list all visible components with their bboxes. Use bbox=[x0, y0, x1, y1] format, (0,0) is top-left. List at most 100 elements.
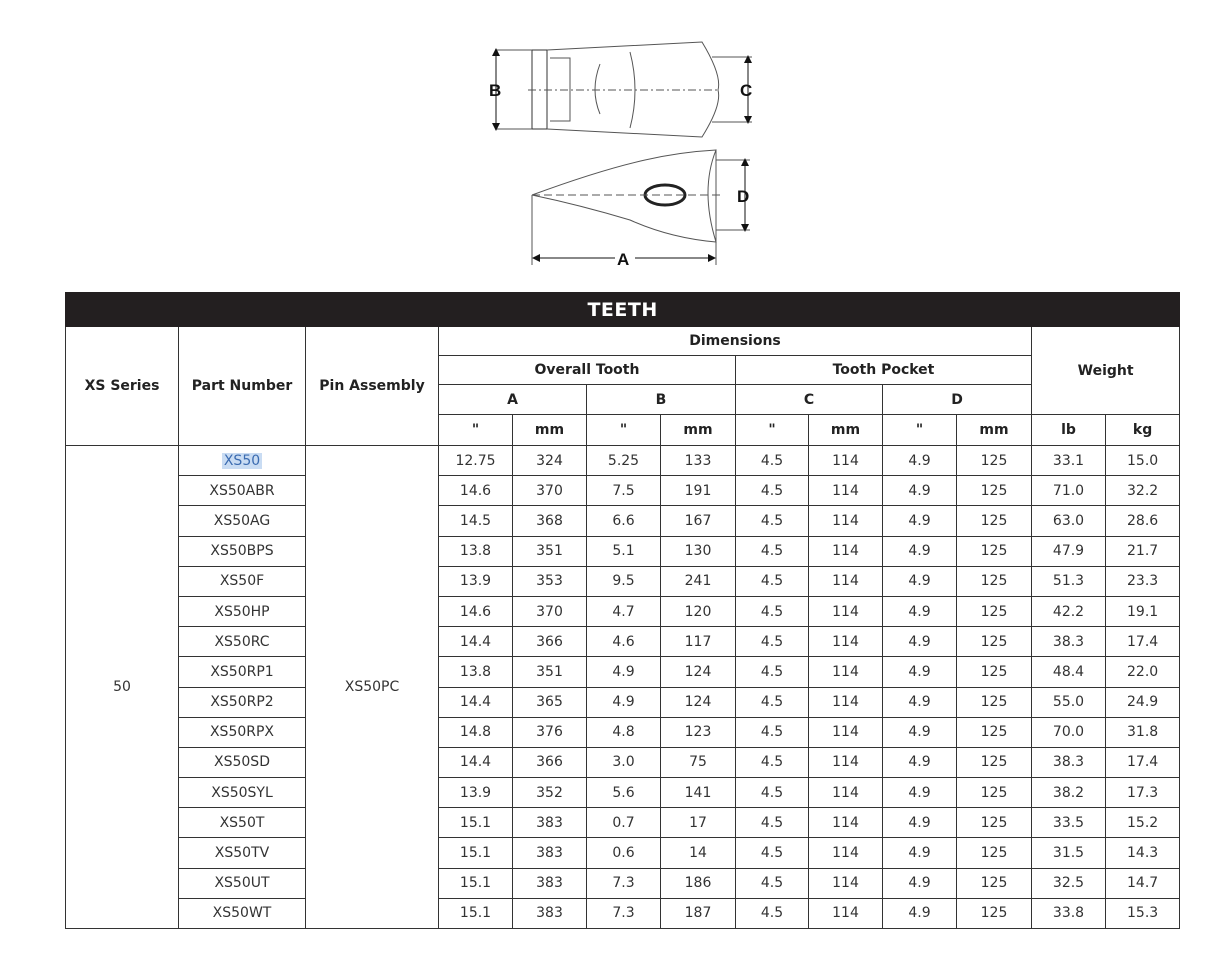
header-weight: Weight bbox=[1030, 326, 1181, 415]
part-number-cell-text: XS50RC bbox=[214, 633, 270, 650]
value-cell-text: 4.5 bbox=[760, 784, 784, 801]
value-cell: 17.4 bbox=[1104, 746, 1181, 779]
value-cell: 4.9 bbox=[882, 897, 957, 930]
value-cell-text: 114 bbox=[832, 784, 859, 801]
value-cell-text: 33.5 bbox=[1052, 814, 1085, 831]
value-cell: 366 bbox=[512, 746, 587, 779]
xs-series-cell-text: 50 bbox=[113, 679, 131, 695]
value-cell-text: 187 bbox=[684, 905, 712, 922]
value-cell-text: 365 bbox=[536, 694, 563, 711]
part-number-cell: XS50AG bbox=[178, 505, 306, 537]
value-cell: 191 bbox=[660, 475, 736, 507]
value-cell: 4.5 bbox=[735, 475, 809, 507]
part-number-cell: XS50RPX bbox=[178, 716, 306, 748]
header-unit: lb bbox=[1031, 414, 1106, 446]
value-cell-text: 13.8 bbox=[459, 543, 492, 560]
value-cell: 368 bbox=[512, 505, 587, 537]
value-cell-text: 352 bbox=[536, 784, 563, 801]
value-cell: 70.0 bbox=[1031, 716, 1106, 748]
value-cell-text: 12.75 bbox=[455, 452, 496, 469]
value-cell: 15.3 bbox=[1104, 897, 1181, 930]
value-cell: 4.9 bbox=[882, 505, 957, 537]
value-cell: 125 bbox=[956, 505, 1032, 537]
value-cell: 370 bbox=[512, 475, 587, 507]
value-cell-text: 125 bbox=[980, 845, 1008, 862]
value-cell-text: 130 bbox=[684, 543, 712, 560]
value-cell: 47.9 bbox=[1031, 535, 1106, 567]
part-number-cell: XS50SYL bbox=[178, 777, 306, 809]
value-cell: 32.5 bbox=[1031, 867, 1106, 899]
value-cell: 51.3 bbox=[1031, 565, 1106, 597]
value-cell-text: 4.8 bbox=[612, 724, 635, 741]
value-cell-text: 23.3 bbox=[1127, 573, 1159, 590]
header-unit: " bbox=[438, 414, 513, 446]
value-cell: 23.3 bbox=[1104, 565, 1181, 597]
value-cell-text: 125 bbox=[980, 482, 1008, 499]
value-cell-text: 14.4 bbox=[459, 754, 492, 771]
header-c: C bbox=[735, 384, 883, 415]
value-cell-text: 14.4 bbox=[459, 694, 492, 711]
value-cell: 114 bbox=[808, 716, 883, 748]
value-cell-text: 125 bbox=[980, 724, 1008, 741]
part-number-cell: XS50RC bbox=[178, 626, 306, 658]
value-cell-text: 14.7 bbox=[1127, 875, 1159, 892]
value-cell: 17.4 bbox=[1104, 626, 1181, 658]
table-row: XS50RPX 14.8 376 4.8 123 4.5 114 4.9 125 70.0 31.8 bbox=[66, 716, 1181, 748]
value-cell: 4.5 bbox=[735, 807, 809, 839]
value-cell: 22.0 bbox=[1104, 656, 1181, 688]
header-unit: " bbox=[586, 414, 661, 446]
value-cell-text: 5.1 bbox=[612, 543, 635, 560]
value-cell-text: 4.9 bbox=[908, 482, 931, 499]
value-cell-text: 383 bbox=[536, 875, 563, 892]
value-cell-text: 370 bbox=[536, 482, 563, 499]
value-cell: 31.5 bbox=[1031, 837, 1106, 869]
value-cell-text: 4.9 bbox=[908, 724, 931, 741]
value-cell: 4.9 bbox=[882, 626, 957, 658]
value-cell: 114 bbox=[808, 565, 883, 597]
value-cell: 125 bbox=[956, 475, 1032, 507]
value-cell-text: 141 bbox=[684, 784, 712, 801]
value-cell: 124 bbox=[660, 656, 736, 688]
value-cell: 15.0 bbox=[1104, 444, 1181, 477]
part-number-cell: XS50 bbox=[178, 444, 306, 477]
value-cell: 353 bbox=[512, 565, 587, 597]
value-cell: 4.9 bbox=[882, 777, 957, 809]
value-cell-text: 15.1 bbox=[459, 875, 492, 892]
value-cell-text: 14.5 bbox=[459, 512, 492, 529]
value-cell-text: 14 bbox=[689, 845, 707, 862]
value-cell: 130 bbox=[660, 535, 736, 567]
part-number-cell: XS50F bbox=[178, 565, 306, 597]
value-cell-text: 117 bbox=[684, 633, 712, 650]
value-cell-text: 4.5 bbox=[760, 573, 784, 590]
value-cell: 383 bbox=[512, 867, 587, 899]
value-cell-text: 33.1 bbox=[1052, 452, 1085, 469]
value-cell: 32.2 bbox=[1104, 475, 1181, 507]
value-cell-text: 376 bbox=[536, 724, 563, 741]
value-cell-text: 15.3 bbox=[1127, 905, 1159, 922]
value-cell-text: 4.7 bbox=[612, 603, 635, 620]
value-cell-text: 15.1 bbox=[459, 905, 492, 922]
value-cell-text: 133 bbox=[684, 452, 712, 469]
header-overall-tooth: Overall Tooth bbox=[438, 355, 736, 385]
part-number-cell-text: XS50SYL bbox=[211, 784, 273, 801]
header-tooth-pocket: Tooth Pocket bbox=[735, 355, 1032, 385]
value-cell: 14.4 bbox=[438, 746, 513, 779]
value-cell: 4.5 bbox=[735, 595, 809, 628]
dimension-label-d: D bbox=[737, 187, 749, 206]
value-cell: 33.5 bbox=[1031, 807, 1106, 839]
value-cell-text: 4.5 bbox=[760, 452, 784, 469]
value-cell: 4.9 bbox=[882, 837, 957, 869]
value-cell: 7.3 bbox=[586, 867, 661, 899]
value-cell: 114 bbox=[808, 656, 883, 688]
value-cell-text: 125 bbox=[980, 603, 1008, 620]
value-cell: 114 bbox=[808, 626, 883, 658]
value-cell: 12.75 bbox=[438, 444, 513, 477]
value-cell-text: 353 bbox=[536, 573, 563, 590]
value-cell: 4.5 bbox=[735, 535, 809, 567]
part-number-cell: XS50BPS bbox=[178, 535, 306, 567]
value-cell-text: 114 bbox=[832, 875, 859, 892]
dimension-label-b: B bbox=[489, 81, 501, 100]
value-cell: 3.0 bbox=[586, 746, 661, 779]
value-cell-text: 51.3 bbox=[1052, 573, 1085, 590]
value-cell-text: 31.5 bbox=[1052, 845, 1085, 862]
